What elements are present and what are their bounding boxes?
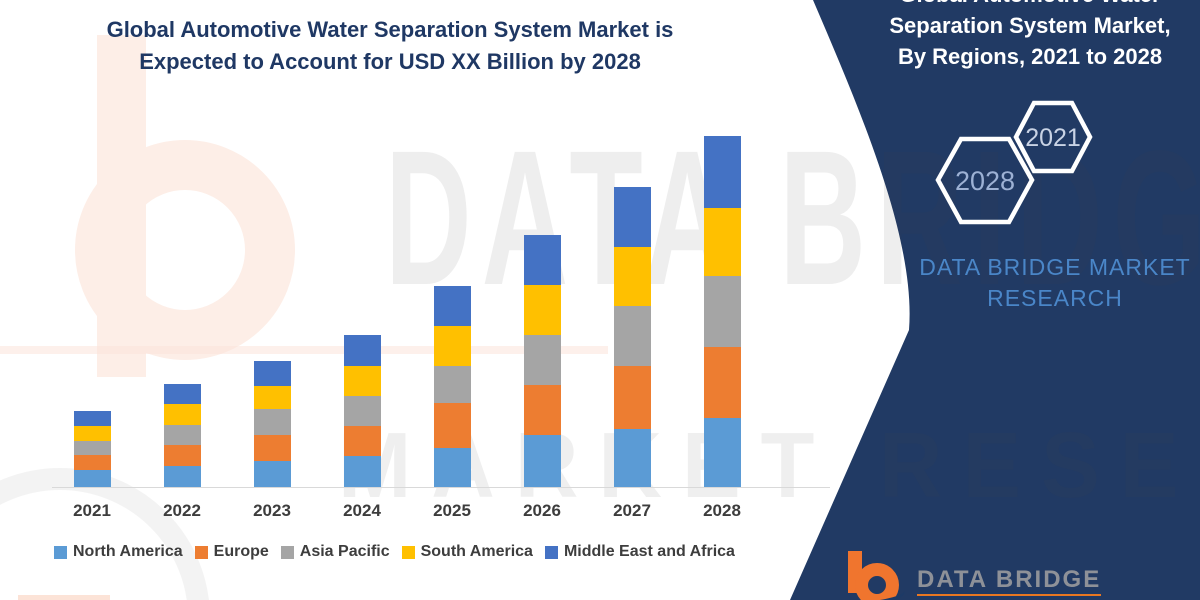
footer-logo: DATA BRIDGE MARKET RESEARCH	[839, 551, 1102, 600]
europe-segment	[163, 445, 201, 466]
footer-logo-icon	[839, 551, 907, 600]
legend-swatch-icon	[280, 545, 294, 559]
asia-pacific-segment	[703, 276, 741, 347]
north-america-segment	[703, 418, 741, 487]
middle-east-and-africa-segment	[523, 235, 561, 285]
asia-pacific-segment	[73, 441, 111, 455]
stacked-bar-2027	[613, 187, 651, 487]
legend-label: Asia Pacific	[299, 543, 390, 560]
asia-pacific-segment	[523, 335, 561, 385]
chart-title-line1: Global Automotive Water Separation Syste…	[106, 17, 674, 42]
hexagon-2028-outline	[935, 136, 1035, 225]
asia-pacific-segment	[433, 366, 471, 403]
chart-legend: North America Europe Asia Pacific South Ame…	[54, 543, 735, 561]
panel-heading-line3: By Regions, 2021 to 2028	[897, 44, 1163, 69]
legend-label: Europe	[213, 543, 269, 560]
south-america-segment	[523, 285, 561, 335]
south-america-segment	[433, 326, 471, 366]
legend-item-europe: Europe	[194, 543, 269, 561]
panel-brand-text: DATA BRIDGE MARKET RESEARCH	[905, 252, 1200, 314]
middle-east-and-africa-segment	[703, 136, 741, 208]
footer-logo-rule	[917, 594, 1102, 596]
south-america-segment	[163, 404, 201, 425]
north-america-segment	[343, 456, 381, 487]
south-america-segment	[343, 366, 381, 396]
hexagon-2028-label: 2028	[955, 166, 1015, 196]
asia-pacific-segment	[163, 425, 201, 445]
north-america-segment	[73, 470, 111, 487]
panel-heading: Global Automotive Water Separation Syste…	[855, 0, 1200, 72]
x-axis-label-2028: 2028	[703, 501, 741, 520]
asia-pacific-segment	[343, 396, 381, 426]
middle-east-and-africa-segment	[613, 187, 651, 247]
middle-east-and-africa-segment	[433, 286, 471, 326]
north-america-segment	[253, 461, 291, 487]
legend-item-north-america: North America	[54, 543, 183, 561]
north-america-segment	[613, 429, 651, 487]
panel-brand-line1: DATA BRIDGE MARKET	[919, 254, 1191, 280]
south-america-segment	[613, 247, 651, 306]
europe-segment	[73, 455, 111, 470]
right-panel-shape	[790, 0, 1200, 600]
footer-logo-name: DATA BRIDGE	[917, 566, 1102, 593]
x-axis-label-2023: 2023	[253, 501, 291, 520]
footer-logo-text: DATA BRIDGE MARKET RESEARCH	[917, 551, 1102, 600]
legend-label: South America	[420, 543, 533, 560]
south-america-segment	[73, 426, 111, 441]
middle-east-and-africa-segment	[163, 384, 201, 404]
middle-east-and-africa-segment	[253, 361, 291, 386]
europe-segment	[433, 403, 471, 448]
europe-segment	[523, 385, 561, 435]
stacked-bar-2022	[163, 384, 201, 487]
asia-pacific-segment	[253, 409, 291, 435]
x-axis-label-2027: 2027	[613, 501, 651, 520]
x-axis-label-2022: 2022	[163, 501, 201, 520]
north-america-segment	[163, 466, 201, 487]
legend-swatch-icon	[401, 545, 415, 559]
south-america-segment	[703, 208, 741, 276]
legend-swatch-icon	[194, 545, 208, 559]
legend-item-middle-east-and-africa: Middle East and Africa	[544, 543, 735, 561]
stacked-bar-2024	[343, 335, 381, 487]
europe-segment	[703, 347, 741, 418]
south-america-segment	[253, 386, 291, 409]
stacked-bar-2025	[433, 286, 471, 487]
panel-brand-line2: RESEARCH	[987, 285, 1123, 311]
hexagon-badges: 2028 2021	[935, 100, 1093, 225]
north-america-segment	[433, 448, 471, 487]
stacked-bar-2026	[523, 235, 561, 487]
hexagon-2021-label: 2021	[1025, 124, 1081, 152]
hexagon-2021-outline	[1013, 100, 1093, 174]
x-axis-label-2024: 2024	[343, 501, 381, 520]
legend-label: North America	[73, 543, 183, 560]
x-axis-label-2026: 2026	[523, 501, 561, 520]
chart-title: Global Automotive Water Separation Syste…	[60, 14, 720, 78]
x-axis-label-2025: 2025	[433, 501, 471, 520]
stacked-bar-2021	[73, 411, 111, 487]
stacked-bar-2028	[703, 136, 741, 487]
legend-label: Middle East and Africa	[563, 543, 735, 560]
europe-segment	[613, 366, 651, 429]
middle-east-and-africa-segment	[73, 411, 111, 426]
legend-swatch-icon	[544, 545, 558, 559]
x-axis-label-2021: 2021	[73, 501, 111, 520]
north-america-segment	[523, 435, 561, 487]
legend-swatch-icon	[54, 545, 67, 559]
panel-heading-line1: Global Automotive Water	[855, 0, 1200, 10]
legend-item-asia-pacific: Asia Pacific	[280, 543, 390, 561]
europe-segment	[253, 435, 291, 461]
middle-east-and-africa-segment	[343, 335, 381, 366]
x-axis-line	[52, 487, 830, 488]
asia-pacific-segment	[613, 306, 651, 366]
chart-title-line2: Expected to Account for USD XX Billion b…	[139, 49, 641, 74]
panel-heading-line2: Separation System Market,	[889, 13, 1171, 38]
europe-segment	[343, 426, 381, 456]
stacked-bar-2023	[253, 361, 291, 487]
legend-item-south-america: South America	[401, 543, 533, 561]
